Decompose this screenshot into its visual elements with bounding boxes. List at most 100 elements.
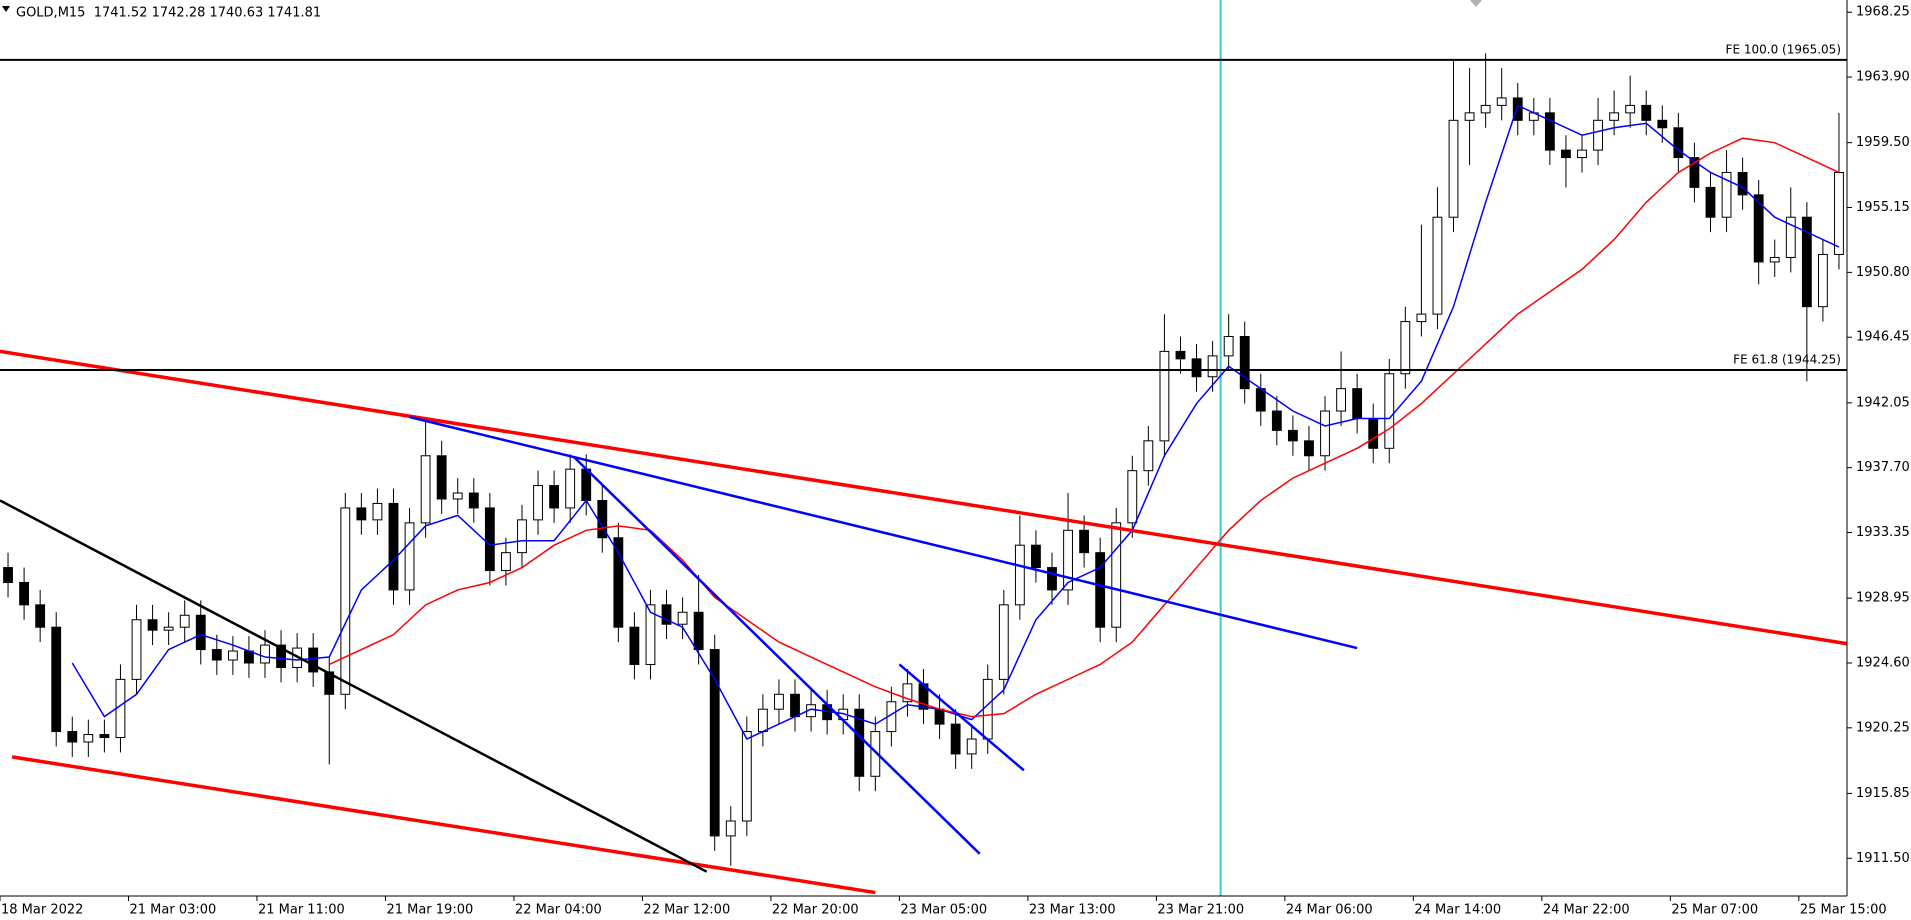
candle-body xyxy=(308,647,319,673)
candle-body xyxy=(661,604,672,625)
y-tick-label: 1959.50 xyxy=(1856,135,1910,150)
x-tick-label: 18 Mar 2022 xyxy=(1,903,83,918)
candle-body xyxy=(870,731,881,777)
candle-body xyxy=(195,614,206,651)
candle-body xyxy=(1753,194,1764,263)
candle-body xyxy=(1641,104,1652,121)
candle-body xyxy=(1304,440,1314,457)
candle-body xyxy=(1561,149,1571,159)
candle-body xyxy=(581,468,592,501)
x-tick-label: 24 Mar 22:00 xyxy=(1543,903,1630,918)
candle-body xyxy=(1801,216,1812,308)
candle-body xyxy=(1689,157,1700,188)
candle-body xyxy=(356,507,367,521)
candle-body xyxy=(629,626,640,665)
y-tick-label: 1950.80 xyxy=(1856,265,1910,280)
y-tick-label: 1942.05 xyxy=(1856,395,1910,410)
fibo-label: FE 100.0 (1965.05) xyxy=(1726,42,1841,56)
candle-body xyxy=(725,820,736,837)
candle-body xyxy=(1785,216,1796,258)
candle-body xyxy=(774,693,784,710)
x-tick-label: 25 Mar 07:00 xyxy=(1671,903,1758,918)
trendline xyxy=(409,415,1358,650)
x-tick-label: 24 Mar 14:00 xyxy=(1414,903,1501,918)
x-tick-label: 22 Mar 12:00 xyxy=(643,903,730,918)
trendline xyxy=(0,349,1847,646)
candle-body xyxy=(693,611,704,651)
candle-body xyxy=(790,693,800,718)
candle-body xyxy=(709,649,720,837)
x-tick-label: 25 Mar 15:00 xyxy=(1800,903,1887,918)
candle-body xyxy=(1609,112,1620,121)
candle-body xyxy=(757,708,768,733)
fibo-label: FE 61.8 (1944.25) xyxy=(1733,353,1841,367)
candle-body xyxy=(1079,529,1090,554)
candle-body xyxy=(1577,149,1587,159)
candle-body xyxy=(1834,171,1844,255)
candle-body xyxy=(1625,104,1636,114)
candle-body xyxy=(1047,567,1057,591)
x-tick-label: 23 Mar 21:00 xyxy=(1157,903,1244,918)
candle-body xyxy=(1544,112,1555,151)
candle-body xyxy=(950,723,961,755)
candle-body xyxy=(372,502,383,521)
candle-body xyxy=(1111,522,1122,628)
candle-body xyxy=(1673,127,1684,159)
candle-body xyxy=(501,552,511,572)
candle-body xyxy=(1063,529,1073,591)
candle-body xyxy=(517,519,527,554)
candle-body xyxy=(51,626,62,733)
candle-body xyxy=(902,683,913,703)
candle-body xyxy=(1223,335,1234,357)
candle-body xyxy=(966,738,977,755)
candle-body xyxy=(404,522,415,591)
candle-body xyxy=(1191,358,1202,378)
candle-body xyxy=(436,455,447,500)
y-tick-label: 1963.90 xyxy=(1856,70,1910,85)
candle-body xyxy=(452,492,463,500)
candle-body xyxy=(99,734,110,739)
y-tick-label: 1937.70 xyxy=(1856,460,1910,475)
menu-arrow[interactable] xyxy=(2,6,10,12)
candle-body xyxy=(1432,216,1443,315)
candle-body xyxy=(1336,388,1346,412)
candle-body xyxy=(276,644,286,668)
candle-body xyxy=(468,492,479,509)
candle-body xyxy=(1657,119,1668,129)
trendline xyxy=(573,456,981,855)
trendline xyxy=(11,755,876,895)
candle-body xyxy=(533,485,543,521)
candle-body xyxy=(147,619,158,631)
candle-body xyxy=(1352,388,1363,419)
x-tick-label: 23 Mar 05:00 xyxy=(900,903,987,918)
candle-body xyxy=(677,611,688,625)
candle-body xyxy=(1014,544,1025,606)
candle-body xyxy=(982,678,993,740)
x-tick-label: 22 Mar 20:00 xyxy=(772,903,859,918)
candle-body xyxy=(1239,335,1250,390)
x-tick-label: 21 Mar 03:00 xyxy=(129,903,216,918)
trendline xyxy=(898,663,1025,772)
y-tick-label: 1911.50 xyxy=(1856,851,1910,866)
candle-body xyxy=(211,649,222,661)
candle-body xyxy=(163,626,174,631)
plot-area xyxy=(0,0,1847,896)
candle-body xyxy=(1817,253,1828,308)
candle-body xyxy=(1416,313,1427,323)
candle-body xyxy=(1480,104,1491,114)
candle-body xyxy=(1705,186,1716,218)
candle-body xyxy=(388,502,399,591)
shift-marker xyxy=(1470,0,1482,7)
x-tick-label: 23 Mar 13:00 xyxy=(1029,903,1116,918)
candle-body xyxy=(1159,350,1170,442)
y-tick-label: 1946.45 xyxy=(1856,330,1910,345)
candle-body xyxy=(1769,256,1780,263)
candle-body xyxy=(179,614,190,628)
candle-body xyxy=(3,567,13,583)
y-tick-label: 1928.95 xyxy=(1856,591,1910,606)
candle-body xyxy=(1368,417,1379,449)
candle-body xyxy=(19,581,30,606)
candle-body xyxy=(1512,97,1523,121)
